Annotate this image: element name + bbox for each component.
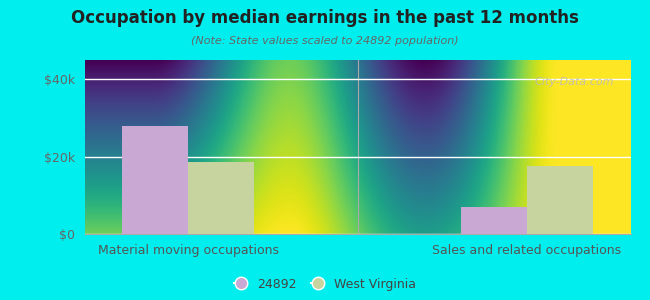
Text: (Note: State values scaled to 24892 population): (Note: State values scaled to 24892 popu… bbox=[191, 36, 459, 46]
Bar bbox=[527, 166, 593, 234]
Bar bbox=[122, 126, 188, 234]
Bar bbox=[188, 163, 254, 234]
Legend: 24892, West Virginia: 24892, West Virginia bbox=[234, 278, 416, 291]
Text: City-Data.com: City-Data.com bbox=[534, 77, 614, 87]
Text: Occupation by median earnings in the past 12 months: Occupation by median earnings in the pas… bbox=[71, 9, 579, 27]
Bar bbox=[461, 207, 527, 234]
